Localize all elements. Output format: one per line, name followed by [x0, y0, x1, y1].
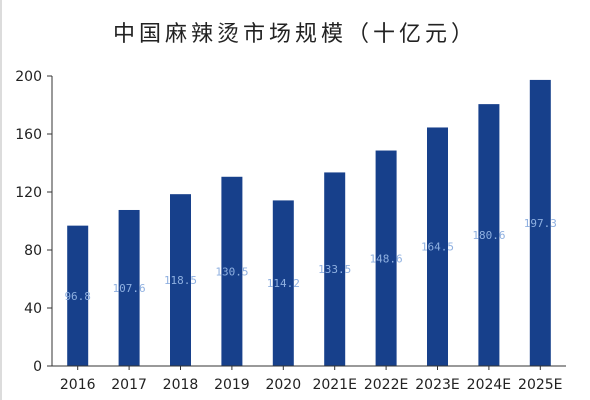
bar: [272, 200, 294, 366]
data-label: 164.5: [421, 241, 454, 254]
window-edge: [0, 0, 2, 400]
x-tick-label: 2025E: [518, 377, 562, 393]
data-label: 130.5: [215, 265, 248, 278]
data-label: 114.2: [267, 277, 300, 290]
bar: [375, 150, 397, 366]
x-tick-label: 2018: [163, 377, 199, 393]
y-tick-label: 200: [15, 69, 42, 85]
y-tick-label: 0: [33, 359, 42, 375]
x-tick-label: 2021E: [312, 377, 356, 393]
bar: [324, 172, 346, 366]
chart-title: 中国麻辣烫市场规模（十亿元）: [112, 22, 477, 47]
bar: [478, 104, 500, 366]
x-tick-label: 2019: [214, 377, 250, 393]
data-label: 197.3: [524, 217, 557, 230]
bar: [67, 225, 89, 366]
data-label: 148.6: [370, 252, 403, 265]
x-axis: 2016 2017 2018 2019 2020 2021E 2022E 2023E 2024E…: [52, 365, 566, 393]
bar: [118, 209, 140, 366]
y-tick-label: 80: [24, 243, 42, 259]
bar: [221, 176, 243, 366]
y-tick-label: 120: [15, 185, 42, 201]
x-tick-label: 2023E: [415, 377, 459, 393]
y-tick-label: 40: [24, 301, 42, 317]
bar: [529, 79, 551, 366]
data-label: 133.5: [318, 263, 351, 276]
y-tick-label: 160: [15, 127, 42, 143]
data-label: 180.6: [472, 229, 505, 242]
x-tick-label: 2020: [265, 377, 301, 393]
y-axis: 0 40 80 120 160 200: [15, 69, 53, 375]
x-tick-label: 2024E: [467, 377, 511, 393]
data-label: 107.6: [113, 282, 146, 295]
x-tick-label: 2017: [111, 377, 147, 393]
bar: [427, 127, 448, 366]
data-label: 118.5: [164, 274, 197, 287]
x-tick-label: 2016: [60, 377, 96, 393]
bar: [170, 194, 191, 366]
x-tick-label: 2022E: [364, 377, 408, 393]
data-label: 96.8: [64, 290, 91, 303]
bars: 96.8 107.6 118.5 130.5 114.2 133.5 148.6 164.5 1…: [64, 79, 557, 366]
